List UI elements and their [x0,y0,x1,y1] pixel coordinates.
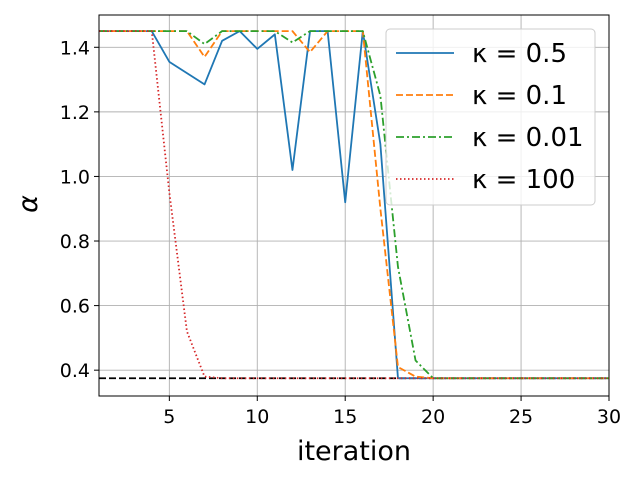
x-tick-label: 20 [421,406,445,428]
x-axis-title: iteration [297,436,411,467]
x-tick-label: 15 [333,406,357,428]
legend: κ = 0.5 κ = 0.1 κ = 0.01 κ = 100 [385,28,596,206]
plot-frame [98,14,610,397]
series-line-2 [99,30,609,380]
x-tick-label: 30 [597,406,621,428]
legend-label: κ = 0.1 [472,81,567,111]
y-tick-label: 1.0 [60,166,90,188]
x-tick-label: 10 [245,406,269,428]
y-tick-label: 1.2 [60,102,90,124]
y-tick-label: 0.4 [60,360,90,382]
legend-label: κ = 100 [472,165,575,195]
y-axis-title: α [13,195,44,213]
series-layer [99,30,609,380]
series-line-3 [99,30,609,380]
ticks: 5 10 15 20 25 30 0.4 0.6 0.8 1.0 1.2 1.4 [60,37,621,428]
y-tick-label: 1.4 [60,37,90,59]
x-tick-label: 5 [163,406,175,428]
y-tick-label: 0.6 [60,296,90,318]
legend-box [385,28,596,206]
legend-label: κ = 0.01 [472,123,584,153]
x-tick-label: 25 [509,406,533,428]
legend-label: κ = 0.5 [472,39,567,69]
y-tick-label: 0.8 [60,231,90,253]
